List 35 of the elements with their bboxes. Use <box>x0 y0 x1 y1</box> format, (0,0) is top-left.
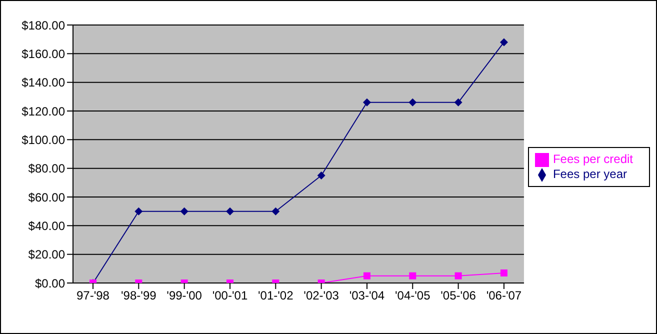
x-tick-label: 97-'98 <box>76 288 110 303</box>
point <box>500 269 508 276</box>
x-tick-label: '05-'06 <box>440 288 476 303</box>
x-tick-label: '99-'00 <box>166 288 202 303</box>
point <box>272 207 280 216</box>
point <box>454 272 462 280</box>
x-tick-label: '03-'04 <box>349 288 385 303</box>
point <box>500 38 508 46</box>
point <box>454 98 462 106</box>
y-tick-label: $180.00 <box>22 18 66 32</box>
point <box>363 272 370 280</box>
x-tick-label: '04-'05 <box>394 288 431 303</box>
x-tick-label: '01-'02 <box>258 288 294 303</box>
point <box>226 207 234 216</box>
y-tick-label: $140.00 <box>22 76 66 90</box>
y-tick-label: $40.00 <box>28 218 66 233</box>
y-tick-label: $120.00 <box>22 104 66 118</box>
legend-label: Fees per year <box>552 167 627 181</box>
y-tick-label: $60.00 <box>28 190 66 204</box>
y-tick-label: $160.00 <box>22 46 66 61</box>
point <box>362 98 371 106</box>
x-tick-label: '98-'99 <box>121 288 157 303</box>
y-tick-label: $100.00 <box>22 132 66 147</box>
point <box>317 172 326 180</box>
x-tick-label: '06-'07 <box>486 288 522 303</box>
y-tick-label: $0.00 <box>34 276 66 290</box>
x-tick-label: '02-'03 <box>304 288 340 303</box>
point <box>409 272 416 280</box>
point <box>180 207 188 216</box>
x-tick-label: '00-'01 <box>212 288 248 303</box>
point <box>134 207 143 216</box>
point <box>408 98 417 106</box>
legend-label: Fees per credit <box>552 152 633 166</box>
y-tick-label: $20.00 <box>28 248 66 262</box>
y-tick-label: $80.00 <box>28 162 66 176</box>
